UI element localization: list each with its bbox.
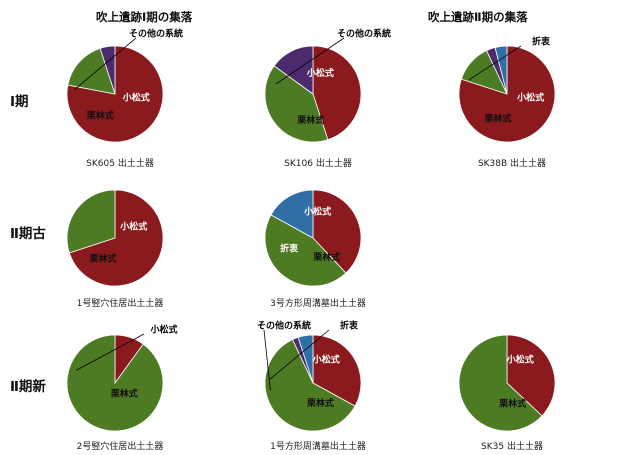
- header-period-2: 吹上遺跡Ⅱ期の集落: [428, 10, 528, 24]
- leader-line-3-3: [468, 45, 522, 81]
- row-label-period-2-late: Ⅱ期新: [10, 379, 46, 395]
- slice-label-7-1: 小松式: [312, 354, 340, 366]
- chart-caption-4: 1号竪穴住居出土土器: [77, 297, 164, 309]
- leader-line-7-4: [269, 329, 330, 380]
- slice-label-5-2: 栗林式: [313, 251, 340, 263]
- leader-line-1-3: [74, 37, 137, 91]
- pie-slice-2-3: [273, 45, 314, 95]
- slice-label-8-2: 栗林式: [499, 397, 526, 409]
- pie-slice-1-2: [67, 47, 116, 95]
- leader-line-2-3: [275, 37, 345, 85]
- chart-caption-7: 1号方形周溝墓出土土器: [270, 440, 366, 452]
- slice-label-4-1: 小松式: [119, 221, 147, 233]
- slice-label-3-2: 栗林式: [484, 112, 511, 124]
- slice-label-8-1: 小松式: [506, 354, 534, 366]
- chart-caption-6: 2号竪穴住居出土土器: [77, 440, 164, 452]
- pie-slice-5-1: [312, 189, 362, 274]
- row-label-period-1: Ⅰ期: [10, 94, 29, 110]
- slice-label-2-2: 栗林式: [297, 114, 324, 126]
- pie-slice-6-2: [66, 334, 164, 432]
- slice-label-7-3: その他の系統: [257, 320, 311, 332]
- header-period-1: 吹上遺跡Ⅰ期の集落: [96, 10, 193, 24]
- slice-label-1-1: 小松式: [122, 91, 150, 103]
- slice-label-3-3: 折衷: [532, 36, 550, 48]
- slice-label-6-1: 小松式: [149, 324, 177, 336]
- row-label-period-2-early: Ⅱ期古: [10, 226, 46, 242]
- slice-label-3-1: 小松式: [516, 92, 544, 104]
- slice-label-1-3: その他の系統: [129, 28, 183, 40]
- pie-slice-4-1: [68, 189, 164, 287]
- chart-caption-3: SK38B 出土土器: [478, 157, 546, 169]
- slice-label-7-4: 折衷: [340, 320, 358, 332]
- slice-label-1-2: 栗林式: [87, 109, 114, 121]
- slice-label-4-2: 栗林式: [89, 252, 116, 264]
- pie-slice-5-2: [264, 214, 347, 287]
- chart-caption-8: SK35 出土土器: [481, 440, 543, 452]
- pie-slice-1-3: [99, 45, 116, 95]
- slice-label-7-2: 栗林式: [307, 397, 334, 409]
- leader-line-6-1: [76, 333, 145, 371]
- pie-slice-2-1: [312, 45, 362, 141]
- slice-label-6-2: 栗林式: [111, 388, 138, 400]
- pie-slice-3-4: [494, 45, 508, 95]
- chart-caption-1: SK605 出土土器: [86, 157, 154, 169]
- pie-slice-2-2: [264, 65, 329, 143]
- pie-slice-4-2: [66, 189, 116, 254]
- chart-caption-2: SK106 出土土器: [284, 157, 352, 169]
- pie-slice-7-4: [297, 334, 314, 384]
- chart-caption-5: 3号方形周溝墓出土土器: [270, 297, 366, 309]
- pie-slice-5-3: [270, 189, 314, 239]
- slice-label-2-1: 小松式: [306, 67, 334, 79]
- pie-slice-8-2: [458, 334, 543, 432]
- slice-label-2-3: その他の系統: [337, 28, 391, 40]
- leader-line-7-3: [263, 329, 271, 391]
- slice-label-5-1: 小松式: [303, 206, 331, 218]
- pie-slice-7-2: [264, 339, 356, 432]
- slice-label-5-3: 折衷: [280, 243, 298, 255]
- pie-slice-8-1: [506, 334, 556, 417]
